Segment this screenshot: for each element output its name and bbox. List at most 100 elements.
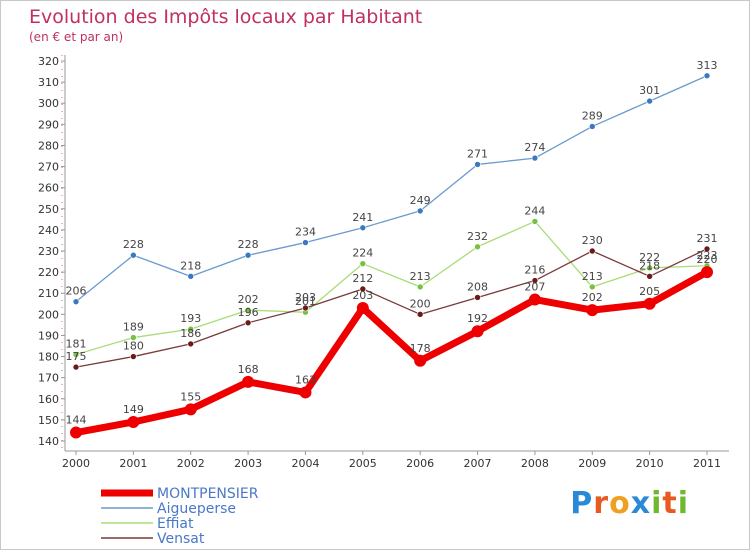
- legend-label-aigueperse: Aigueperse: [157, 501, 236, 517]
- data-label-effiat: 232: [467, 230, 488, 243]
- point-effiat: [244, 306, 252, 314]
- data-label-effiat: 224: [352, 247, 373, 260]
- point-aigueperse: [703, 72, 711, 80]
- data-label-montpensier: 220: [697, 253, 718, 266]
- data-label-effiat: 223: [697, 249, 718, 262]
- y-tick-label: 270: [38, 161, 59, 174]
- point-effiat: [359, 260, 367, 267]
- axes: 140 150 160 170 180 190 200 210 220 230 240 250 260 2…: [38, 55, 729, 470]
- point-vensat: [72, 363, 80, 371]
- point-aigueperse: [302, 239, 309, 246]
- point-vensat: [531, 277, 539, 284]
- y-tick-label: 180: [38, 351, 59, 364]
- y-tick-label: 320: [38, 55, 59, 68]
- data-label-montpensier: 149: [123, 403, 144, 416]
- y-tick-label: 260: [38, 182, 59, 195]
- data-label-montpensier: 168: [238, 363, 259, 376]
- point-vensat: [474, 294, 481, 301]
- logo-letter: P: [570, 486, 594, 521]
- point-vensat: [703, 245, 711, 253]
- data-label-vensat: 212: [352, 272, 373, 285]
- data-label-effiat: 201: [295, 295, 316, 308]
- point-vensat: [130, 353, 137, 360]
- point-aigueperse: [359, 224, 367, 232]
- x-tick-label: 2000: [62, 457, 90, 470]
- data-label-vensat: 180: [123, 340, 144, 353]
- x-tick-label: 2006: [406, 457, 434, 470]
- proxiti-logo: Proxiti: [570, 486, 689, 521]
- data-label-vensat: 231: [697, 232, 718, 245]
- data-label-montpensier: 163: [295, 373, 316, 386]
- logo-letter: x: [630, 486, 652, 521]
- data-label-aigueperse: 234: [295, 226, 316, 239]
- data-label-montpensier: 178: [410, 342, 431, 355]
- data-label-vensat: 218: [639, 259, 660, 272]
- point-montpensier: [356, 302, 369, 314]
- x-tick-label: 2004: [291, 457, 319, 470]
- data-label-effiat: 193: [180, 312, 201, 325]
- point-vensat: [416, 311, 424, 318]
- point-effiat: [416, 283, 424, 291]
- data-label-vensat: 203: [295, 291, 316, 304]
- point-montpensier: [70, 426, 82, 439]
- series-line-aigueperse: [75, 75, 708, 303]
- data-label-aigueperse: 241: [352, 211, 373, 224]
- legend-label-effiat: Effiat: [157, 516, 194, 532]
- point-montpensier: [414, 354, 427, 367]
- data-label-aigueperse: 274: [524, 141, 545, 154]
- data-label-montpensier: 192: [467, 312, 488, 325]
- data-label-aigueperse: 301: [639, 84, 660, 97]
- data-label-vensat: 196: [238, 306, 259, 319]
- point-effiat: [531, 218, 539, 225]
- point-aigueperse: [531, 154, 539, 162]
- y-tick-label: 140: [38, 435, 59, 448]
- data-label-aigueperse: 228: [123, 238, 144, 251]
- y-tick-label: 190: [38, 329, 59, 342]
- point-aigueperse: [588, 123, 596, 130]
- logo-letter: o: [609, 486, 631, 521]
- data-label-vensat: 175: [66, 350, 87, 363]
- point-aigueperse: [72, 298, 80, 305]
- point-effiat: [646, 264, 653, 272]
- series-line-montpensier: [75, 269, 709, 436]
- logo-letter: i: [677, 486, 689, 521]
- point-aigueperse: [187, 273, 195, 280]
- point-effiat: [72, 351, 80, 358]
- y-tick-label: 220: [38, 266, 59, 279]
- data-label-montpensier: 202: [582, 291, 603, 304]
- x-tick-label: 2003: [234, 457, 262, 470]
- data-label-effiat: 181: [66, 337, 87, 350]
- point-aigueperse: [474, 161, 481, 168]
- data-label-vensat: 230: [582, 234, 603, 247]
- legend-label-vensat: Vensat: [157, 531, 205, 547]
- data-label-effiat: 189: [123, 321, 144, 334]
- legend-label-montpensier: MONTPENSIER: [157, 486, 259, 502]
- point-montpensier: [242, 375, 255, 388]
- x-tick-label: 2008: [521, 457, 549, 470]
- point-montpensier: [643, 297, 656, 310]
- chart-subtitle: (en € et par an): [29, 30, 123, 44]
- y-tick-label: 160: [38, 393, 59, 406]
- logo-letter: i: [651, 486, 663, 521]
- point-montpensier: [471, 325, 484, 338]
- data-label-aigueperse: 249: [410, 194, 431, 207]
- x-tick-label: 2010: [636, 457, 664, 470]
- point-vensat: [588, 247, 596, 255]
- data-label-aigueperse: 313: [697, 59, 718, 72]
- data-label-effiat: 202: [238, 293, 259, 306]
- point-vensat: [302, 304, 309, 312]
- point-vensat: [187, 340, 195, 348]
- y-tick-label: 170: [38, 372, 59, 385]
- point-aigueperse: [130, 251, 137, 259]
- data-label-vensat: 200: [410, 297, 431, 310]
- data-label-effiat: 222: [639, 251, 660, 264]
- y-tick-label: 240: [38, 224, 59, 237]
- point-montpensier: [184, 403, 197, 416]
- x-tick-label: 2009: [578, 457, 606, 470]
- data-label-aigueperse: 271: [467, 147, 488, 160]
- data-label-montpensier: 205: [639, 285, 660, 298]
